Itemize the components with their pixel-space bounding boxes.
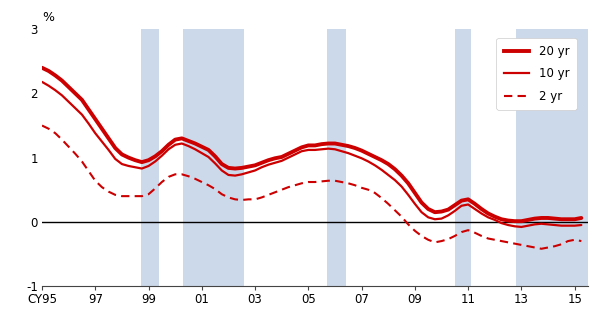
- Bar: [183, 29, 244, 286]
- Bar: [327, 29, 346, 286]
- Bar: [516, 29, 590, 286]
- Bar: [140, 29, 159, 286]
- Text: %: %: [42, 11, 54, 24]
- Bar: [455, 29, 471, 286]
- Legend: 20 yr, 10 yr, 2 yr: 20 yr, 10 yr, 2 yr: [496, 38, 577, 110]
